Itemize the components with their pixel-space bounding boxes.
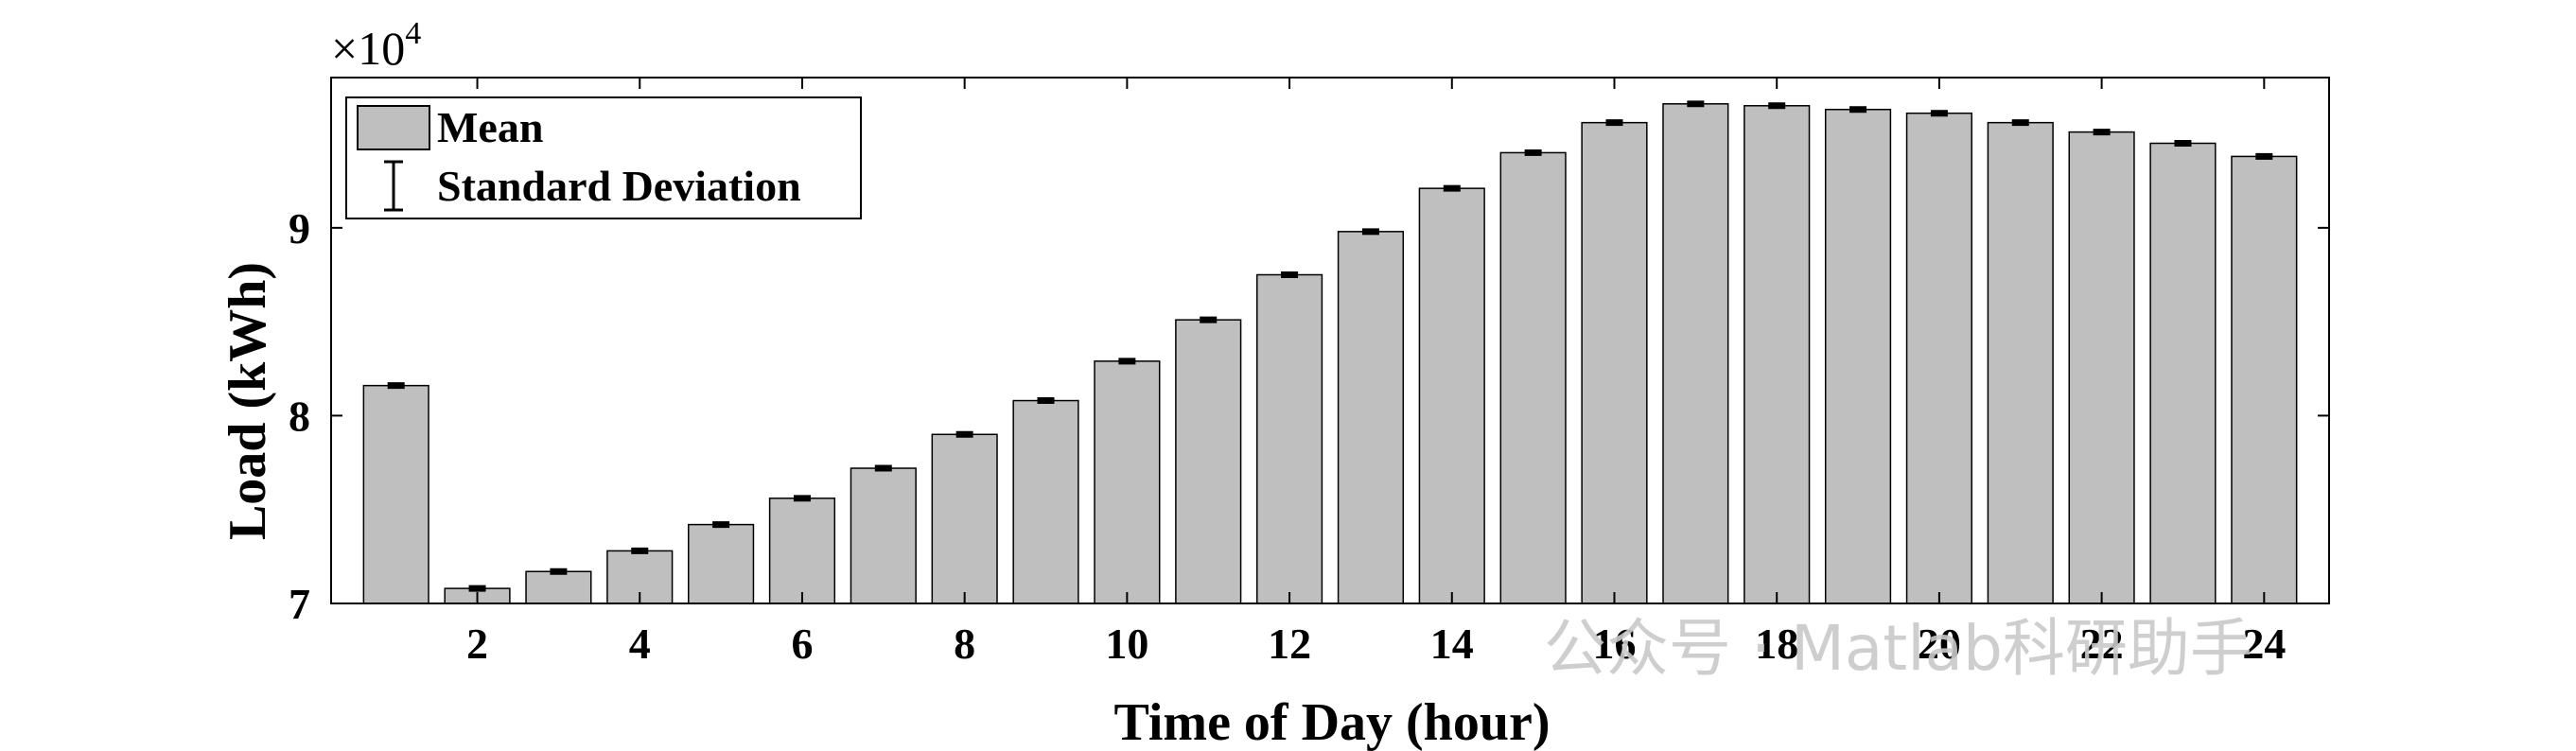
bar-hour-13	[1337, 231, 1405, 604]
x-tick-label: 16	[1592, 620, 1636, 668]
bar-hour-6	[768, 498, 836, 604]
bar-hour-10	[1094, 360, 1161, 604]
y-tick-label: 8	[289, 392, 310, 440]
bar-hour-16	[1581, 121, 1648, 604]
x-tick-label: 18	[1755, 620, 1798, 668]
error-bar-hour-20	[1930, 110, 1948, 117]
bar-hour-24	[2231, 155, 2298, 604]
legend-box	[345, 96, 862, 219]
bar-hour-5	[688, 523, 755, 604]
bar-hour-17	[1662, 103, 1729, 604]
legend-errorbar-icon	[384, 160, 403, 212]
legend-swatch-mean	[357, 105, 430, 150]
y-tick-label: 9	[289, 204, 310, 253]
error-bar-hour-7	[874, 464, 892, 472]
bar-hour-14	[1418, 187, 1485, 604]
bar-hour-7	[850, 467, 917, 604]
error-bar-hour-11	[1200, 316, 1218, 323]
error-bar-hour-8	[955, 430, 973, 438]
error-bar-hour-16	[1605, 119, 1623, 127]
watermark-text: 公众号 · Matlab科研助手	[1544, 612, 2252, 685]
error-bar-hour-6	[793, 495, 811, 502]
error-bar-hour-12	[1281, 271, 1299, 278]
x-tick-label: 24	[2242, 620, 2286, 668]
bar-hour-3	[525, 570, 592, 604]
bar-hour-21	[1987, 121, 2054, 604]
x-tick-label: 4	[629, 620, 651, 668]
bar-hour-19	[1824, 109, 1892, 604]
error-bar-hour-5	[712, 521, 730, 529]
bar-hour-11	[1175, 319, 1242, 604]
error-bar-hour-17	[1687, 100, 1705, 108]
x-tick-label: 22	[2080, 620, 2124, 668]
y-ticks-group: 7 8 9	[289, 204, 2329, 628]
legend: Mean Standard Deviation	[345, 96, 862, 219]
error-bars-group	[387, 100, 2273, 592]
error-bar-hour-13	[1361, 228, 1379, 236]
bars-group	[362, 103, 2298, 604]
bar-hour-9	[1012, 399, 1079, 604]
error-bar-hour-15	[1524, 148, 1542, 156]
x-ticks-group: 2 4 6 8 10 12 14 16 18 20 22 24	[466, 78, 2286, 668]
bar-hour-22	[2068, 131, 2135, 604]
error-bar-hour-3	[550, 568, 568, 575]
error-bar-hour-22	[2093, 129, 2111, 136]
x-tick-label: 6	[791, 620, 813, 668]
bar-hour-1	[362, 384, 429, 604]
y-axis-label: Load (kWh)	[219, 262, 277, 540]
x-tick-label: 8	[954, 620, 975, 668]
x-tick-label: 10	[1105, 620, 1148, 668]
error-bar-hour-14	[1443, 184, 1461, 192]
x-tick-label: 12	[1268, 620, 1311, 668]
error-bar-hour-4	[631, 547, 649, 554]
error-bar-hour-18	[1768, 102, 1786, 110]
error-bar-hour-2	[468, 585, 486, 592]
x-tick-label: 20	[1918, 620, 1961, 668]
bar-hour-18	[1744, 105, 1811, 604]
axes-box	[330, 77, 2330, 604]
legend-label-mean: Mean	[437, 103, 543, 151]
y-tick-label: 7	[289, 580, 310, 628]
bar-hour-12	[1255, 273, 1323, 604]
x-tick-label: 2	[466, 620, 488, 668]
x-tick-label: 14	[1430, 620, 1474, 668]
x-axis-label: Time of Day (hour)	[1114, 693, 1551, 751]
bar-hour-20	[1905, 112, 1972, 604]
error-bar-hour-1	[387, 382, 405, 390]
error-bar-hour-24	[2255, 152, 2273, 160]
error-bar-hour-9	[1037, 397, 1055, 405]
bar-hour-23	[2149, 142, 2217, 604]
bar-hour-8	[931, 433, 998, 604]
y-scale-exponent: ×104	[331, 16, 421, 75]
bar-hour-15	[1499, 151, 1567, 604]
error-bar-hour-21	[2011, 119, 2029, 127]
error-bar-hour-10	[1118, 358, 1136, 365]
legend-label-std: Standard Deviation	[437, 162, 801, 210]
error-bar-hour-23	[2174, 140, 2192, 147]
error-bar-hour-19	[1849, 106, 1867, 114]
